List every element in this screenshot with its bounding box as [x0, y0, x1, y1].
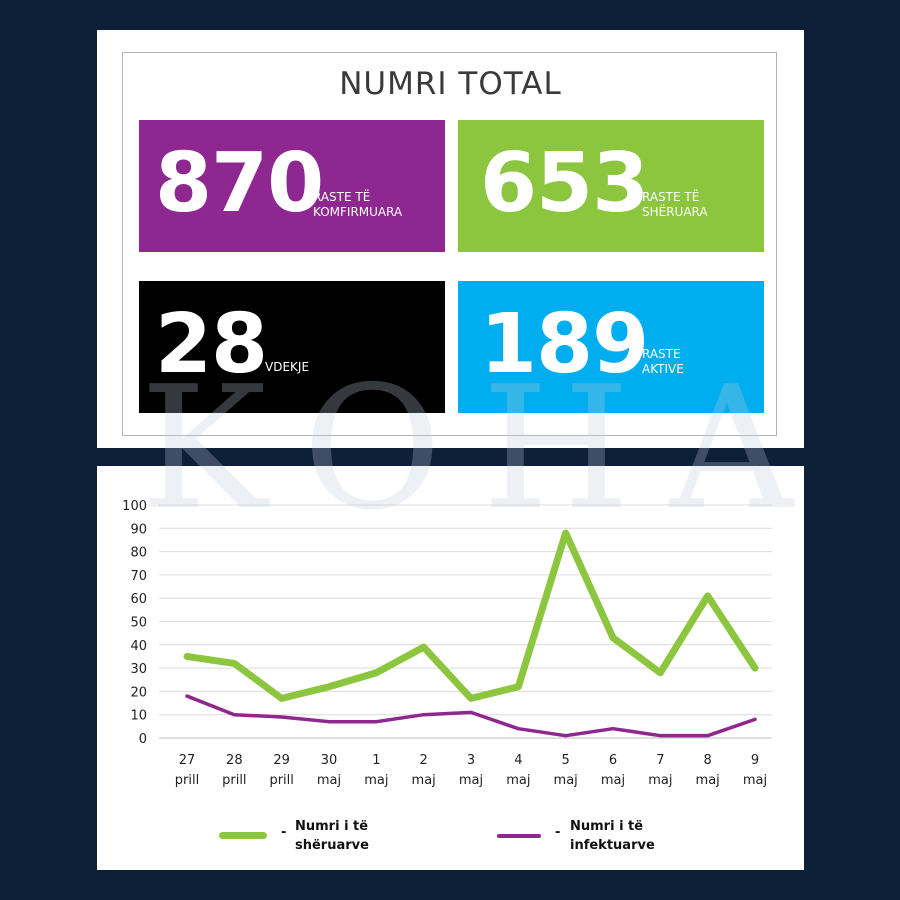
stat-active: 189 RASTE AKTIVE [458, 281, 764, 413]
chart-card: 0 10 20 30 40 50 60 70 80 90 100 27 prill 28 prill 29 pr… [97, 466, 804, 870]
y-tick-label: 80 [130, 546, 147, 561]
legend-dash-infected: - [555, 825, 561, 840]
legend-swatch-recovered [219, 832, 267, 839]
stat-recovered-label: RASTE TË SHËRUARA [642, 190, 708, 219]
line-chart: 0 10 20 30 40 50 60 70 80 90 100 27 prill 28 prill 29 pr… [122, 499, 772, 788]
totals-title: NUMRI TOTAL [339, 66, 562, 102]
stat-deaths-label: VDEKJE [265, 360, 310, 374]
x-tick-label: 2 maj [412, 753, 436, 788]
y-tick-label: 30 [130, 662, 147, 677]
x-tick-label: 9 maj [743, 753, 767, 788]
y-tick-label: 0 [139, 732, 147, 747]
y-tick-label: 70 [130, 569, 147, 584]
legend-dash-recovered: - [281, 825, 287, 840]
stat-confirmed-label: RASTE TË KOMFIRMUARA [313, 190, 403, 219]
y-tick-label: 10 [130, 709, 147, 724]
x-tick-label: 4 maj [506, 753, 530, 788]
totals-card: NUMRI TOTAL 870 RASTE TË KOMFIRMUARA 653… [97, 30, 804, 448]
stat-deaths: 28 VDEKJE [139, 281, 445, 413]
x-tick-label: 8 maj [696, 753, 720, 788]
stat-confirmed-value: 870 [155, 136, 324, 231]
series-line-infected [185, 694, 757, 738]
stat-confirmed: 870 RASTE TË KOMFIRMUARA [139, 120, 445, 252]
y-tick-label: 40 [130, 639, 147, 654]
totals-frame [122, 52, 777, 436]
x-tick-label: 1 maj [364, 753, 388, 788]
legend-label-recovered: Numri i të shëruarve [295, 819, 369, 853]
legend-label-infected: Numri i të infektuarve [570, 819, 655, 853]
y-tick-label: 20 [130, 685, 147, 700]
legend-swatch-infected [497, 834, 541, 838]
x-tick-label: 6 maj [601, 753, 625, 788]
x-tick-label: 27 prill [175, 753, 199, 788]
x-tick-label: 30 maj [317, 753, 341, 788]
y-tick-label: 50 [130, 616, 147, 631]
stat-recovered: 653 RASTE TË SHËRUARA [458, 120, 764, 252]
stat-deaths-value: 28 [155, 297, 268, 392]
stat-active-value: 189 [480, 297, 649, 392]
x-tick-label: 28 prill [222, 753, 246, 788]
x-tick-label: 7 maj [648, 753, 672, 788]
y-tick-label: 60 [130, 592, 147, 607]
series-line-recovered [183, 529, 759, 702]
y-tick-label: 90 [130, 522, 147, 537]
x-tick-label: 29 prill [269, 753, 293, 788]
stat-recovered-value: 653 [480, 136, 649, 231]
x-tick-label: 3 maj [459, 753, 483, 788]
x-tick-label: 5 maj [554, 753, 578, 788]
y-tick-label: 100 [122, 499, 147, 514]
stat-active-label: RASTE AKTIVE [642, 347, 684, 376]
